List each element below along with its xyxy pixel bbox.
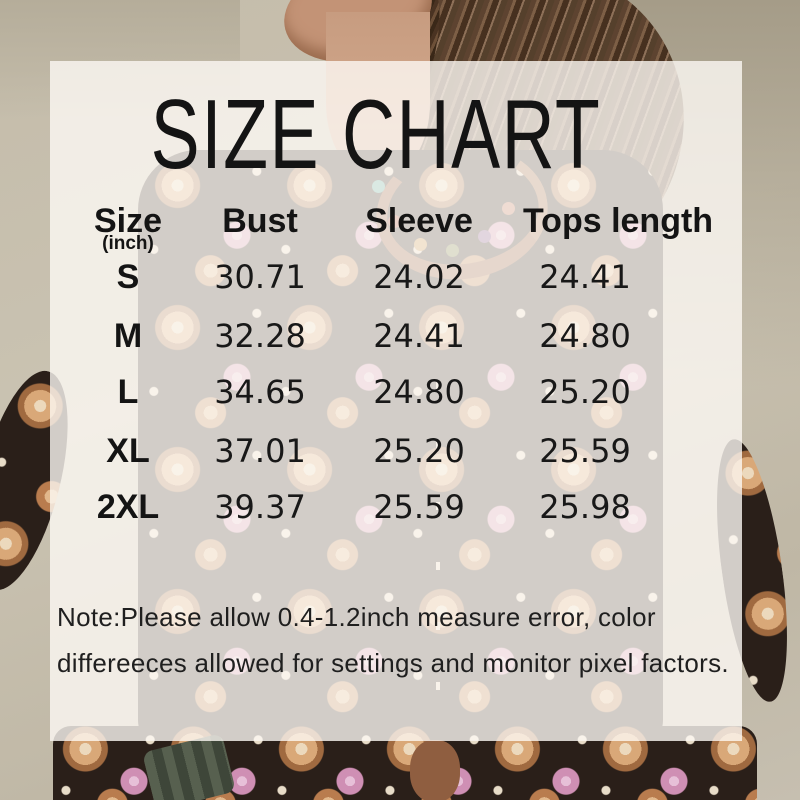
table-row: M 32.28 24.41 24.80 [50,316,742,356]
size-value: M [113,317,143,355]
table-row: L 34.65 24.80 25.20 [50,372,742,412]
column-header-tops-length: Tops length [522,202,714,240]
measure-note-line1: Note:Please allow 0.4-1.2inch measure er… [57,602,656,632]
sleeve-value: 25.59 [373,488,465,526]
measure-note: Note:Please allow 0.4-1.2inch measure er… [57,594,762,686]
table-header-row: Size (inch) Bust Sleeve Tops length [50,201,742,254]
sleeve-value: 24.41 [373,317,465,355]
column-header-bust: Bust [222,202,298,240]
sleeve-value: 24.80 [373,373,465,411]
model-hand [410,740,460,800]
tops-length-value: 25.98 [539,488,631,526]
bust-value: 32.28 [214,317,306,355]
tops-length-value: 25.20 [539,373,631,411]
size-value: L [117,373,139,411]
size-value: XL [106,432,150,470]
tops-length-value: 25.59 [539,432,631,470]
table-row: XL 37.01 25.20 25.59 [50,431,742,471]
bust-value: 34.65 [214,373,306,411]
bust-value: 37.01 [214,432,306,470]
sleeve-value: 25.20 [373,432,465,470]
bust-value: 30.71 [214,258,306,296]
column-header-sleeve: Sleeve [365,202,473,240]
unit-label: (inch) [102,233,154,254]
table-row: S 30.71 24.02 24.41 [50,257,742,297]
sleeve-value: 24.02 [373,258,465,296]
measure-note-line2: differeeces allowed for settings and mon… [57,648,729,678]
page-title: SIZE CHART [150,79,602,189]
tops-length-value: 24.41 [539,258,631,296]
size-value: S [116,258,140,296]
bust-value: 39.37 [214,488,306,526]
table-row: 2XL 39.37 25.59 25.98 [50,487,742,527]
tops-length-value: 24.80 [539,317,631,355]
translucent-panel [50,61,742,741]
column-header-size: Size [93,202,163,240]
size-value: 2XL [96,488,160,526]
